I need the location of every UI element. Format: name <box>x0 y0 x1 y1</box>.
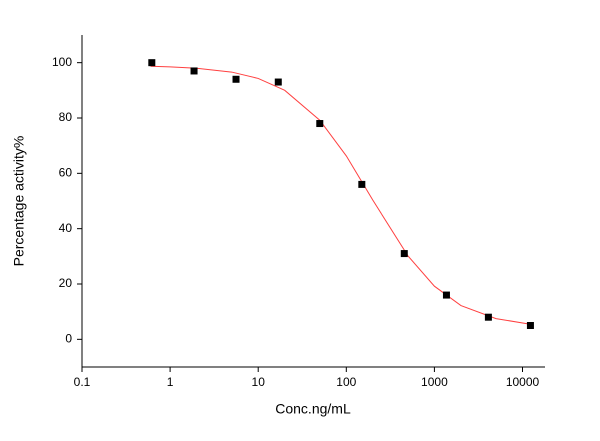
data-point <box>232 75 240 83</box>
y-tick-label: 60 <box>59 166 73 180</box>
data-point <box>316 120 324 128</box>
data-point <box>400 250 408 258</box>
data-point <box>274 78 282 86</box>
data-point <box>442 291 450 299</box>
x-tick-label: 1 <box>167 375 174 389</box>
x-tick-label: 1000 <box>421 375 448 389</box>
data-point <box>190 67 198 75</box>
y-tick-label: 0 <box>65 332 72 346</box>
x-tick-label: 100 <box>336 375 356 389</box>
data-point <box>358 180 366 188</box>
data-point <box>148 59 156 67</box>
y-tick-label: 40 <box>59 221 73 235</box>
y-axis-title: Percentage activity% <box>11 136 27 267</box>
x-axis-title: Conc.ng/mL <box>275 401 351 417</box>
y-tick-label: 100 <box>52 55 72 69</box>
x-tick-label: 10 <box>252 375 266 389</box>
data-point <box>526 322 534 329</box>
data-point <box>484 313 492 321</box>
fit-curve <box>150 65 530 325</box>
y-tick-label: 80 <box>59 110 73 124</box>
x-tick-label: 0.1 <box>74 375 91 389</box>
y-tick-label: 20 <box>59 276 73 290</box>
x-tick-label: 10000 <box>506 375 540 389</box>
